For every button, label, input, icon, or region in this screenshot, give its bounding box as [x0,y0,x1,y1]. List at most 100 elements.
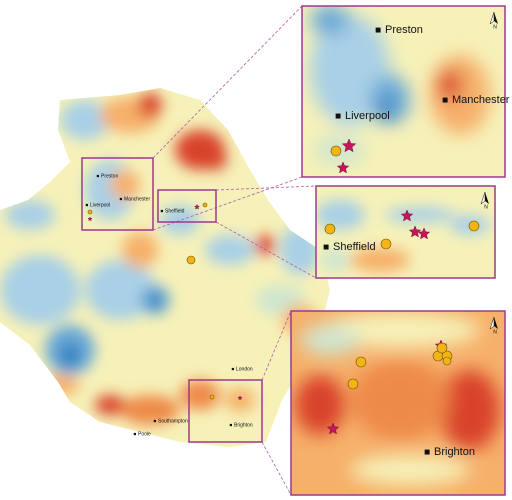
field [0,93,320,425]
field [295,312,500,485]
circle-marker [380,238,392,250]
extent-box [188,379,263,443]
city-dot [96,174,99,178]
field-blob [85,260,155,320]
circle-marker [209,394,215,400]
north-label: N [493,24,497,30]
field-blob [160,205,200,235]
city-dot [229,423,232,427]
north-arrow [489,11,495,25]
circle-marker [468,220,480,232]
field-blob [255,235,275,255]
field-blob [310,15,390,125]
north-label: N [493,329,497,335]
field-blob [40,375,80,395]
star-marker [193,203,201,210]
field-blob [203,150,227,170]
star-marker [237,395,243,401]
city-dot [424,449,430,455]
field-blob [320,312,480,348]
connectors [152,5,317,496]
markers [87,138,480,435]
inset-map [302,6,505,177]
field-blob [138,93,162,117]
field-blob [316,200,365,230]
city-label: Manchester [452,94,510,106]
field-blob [122,232,158,268]
field-blob [310,6,350,35]
north-arrow [494,12,498,24]
inset-map [291,311,505,495]
field-blob [60,100,110,140]
circle-marker [324,223,336,235]
field-blob [0,255,80,325]
circle-marker [186,255,196,265]
inset-frame [301,5,506,178]
city-dot [323,244,329,250]
inset-frame [290,310,506,496]
city-dot [442,97,448,103]
city-dot [85,203,88,207]
north-arrow [489,316,495,330]
field-blob [120,395,180,425]
city-dot [133,432,136,436]
city-dot [231,367,234,371]
city-label: Brighton [234,422,253,428]
field-blob [440,370,500,450]
city-label: Poole [138,431,151,437]
field-blob [225,388,255,412]
field-blob [110,170,140,200]
labels: Preston Liverpool Manchester Sheffield Londo… [85,11,510,458]
city-label: Liverpool [345,110,390,122]
circle-marker [330,145,342,157]
inset-frame [315,185,496,279]
field [310,6,490,165]
field-blob [377,100,393,120]
city-dot [153,419,156,423]
city-label: Manchester [124,196,150,202]
city-label: Preston [385,24,423,36]
city-dot [119,197,122,201]
city-dot [375,27,381,33]
field-blob [420,255,480,275]
city-label: Preston [101,173,118,179]
city-dot [160,209,163,213]
circle-marker [436,342,448,354]
star-marker [408,225,422,238]
field-blob [205,305,255,355]
city-label: Brighton [434,446,475,458]
circle-marker [442,356,452,366]
star-marker [400,209,414,222]
field-blob [95,395,125,415]
field-blob [350,455,470,485]
main-map [0,88,330,447]
field-blob [320,248,350,272]
circle-marker [202,202,208,208]
field-blob [280,225,320,275]
north-label: N [484,204,488,210]
circle-marker [347,378,359,390]
star-marker [336,161,350,174]
star-marker [417,227,431,240]
field-blob [315,387,345,423]
field-blob [60,343,80,367]
north-arrow [480,191,486,205]
north-arrow [494,317,498,329]
field-blob [300,325,360,355]
field-blob [438,70,462,100]
extent-box [81,157,154,231]
star-marker [326,422,340,435]
field-blob [350,248,410,272]
field [316,200,490,275]
field-blob [205,235,255,265]
city-label: Liverpool [90,202,110,208]
extent-box [157,189,217,223]
circle-marker [87,209,93,215]
field-blob [5,200,55,230]
city-label: Sheffield [165,208,185,214]
circle-marker [355,356,367,368]
inset-map [316,186,495,278]
north-arrow [485,192,489,204]
field-blob [390,135,450,165]
field-blob [350,360,450,440]
